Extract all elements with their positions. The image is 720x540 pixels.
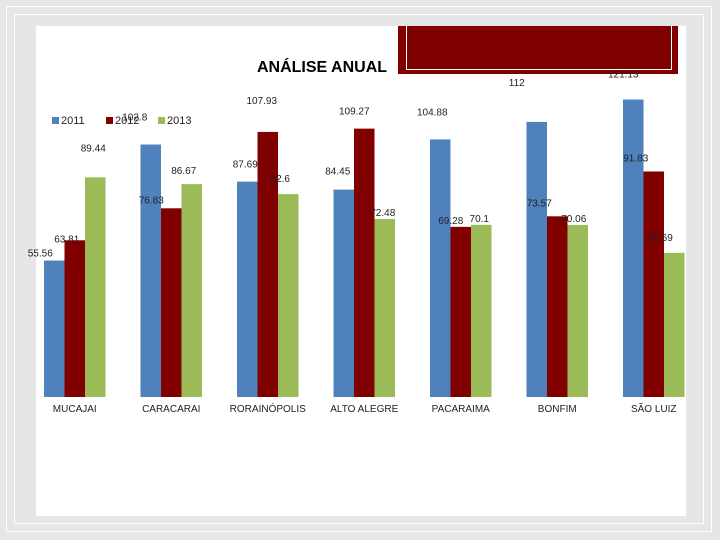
legend-label-2011: 2011	[61, 115, 85, 127]
category-label-1: CARACARAI	[142, 404, 200, 415]
bar-2013-0	[85, 177, 106, 397]
legend-label-2012: 2012	[115, 115, 139, 127]
value-label-2012-4: 69.28	[438, 216, 463, 227]
bar-2013-2	[278, 194, 299, 397]
bar-2011-3	[333, 189, 354, 397]
chart-title: ANÁLISE ANUAL	[257, 57, 387, 76]
legend-swatch-2011	[52, 117, 59, 124]
category-label-2: RORAINÓPOLIS	[230, 402, 306, 415]
value-label-2011-0: 55.56	[28, 249, 53, 260]
bar-2012-6	[643, 171, 664, 397]
legend-swatch-2013	[158, 117, 165, 124]
bar-2011-5	[526, 121, 547, 397]
legend: 2011 2012 2013	[52, 115, 191, 127]
value-label-2011-5: 112	[509, 78, 525, 89]
bar-2013-6	[664, 252, 685, 397]
title-accent-outline	[406, 26, 672, 70]
slide-frame-outer	[6, 6, 712, 532]
value-label-2013-4: 70.1	[470, 214, 490, 225]
value-label-2012-1: 76.83	[139, 195, 164, 206]
bar-2012-2	[257, 131, 278, 397]
bars	[44, 99, 685, 397]
value-label-2012-6: 91.83	[623, 153, 648, 164]
category-label-0: MUCAJAI	[53, 404, 97, 415]
bar-2011-4	[430, 139, 451, 397]
bar-2013-3	[374, 218, 395, 397]
value-label-2012-0: 63.81	[54, 234, 79, 245]
value-label-2013-1: 86.67	[171, 166, 196, 177]
category-labels: MUCAJAI CARACARAI RORAINÓPOLIS ALTO ALEGRE P…	[53, 402, 677, 415]
value-label-2013-3: 72.48	[370, 208, 395, 219]
title-accent-block	[398, 26, 678, 74]
category-label-5: BONFIM	[538, 404, 577, 415]
bar-2012-0	[64, 240, 85, 397]
bar-2011-0	[44, 260, 65, 397]
value-label-2013-2: 82.6	[271, 174, 291, 185]
value-label-2011-2: 87.69	[233, 160, 258, 171]
bar-2012-3	[354, 128, 375, 397]
bar-2011-1	[140, 144, 161, 397]
value-label-2013-5: 70.06	[561, 214, 586, 225]
value-label-2012-3: 109.27	[339, 107, 370, 118]
bar-2013-5	[567, 224, 588, 397]
bar-2012-5	[547, 216, 568, 397]
category-label-6: SÃO LUIZ	[631, 402, 677, 415]
bar-2011-2	[237, 181, 258, 397]
value-label-2012-5: 73.57	[527, 198, 552, 209]
bar-2013-1	[181, 184, 202, 397]
value-label-2011-1: 102.8	[122, 113, 147, 124]
value-label-2012-2: 107.93	[246, 96, 277, 107]
value-label-2011-4: 104.88	[417, 107, 448, 118]
bar-2013-4	[471, 224, 492, 397]
value-label-2011-3: 84.45	[325, 167, 350, 178]
bar-2012-1	[161, 208, 182, 397]
value-label-2011-6: 121.13	[608, 70, 639, 81]
value-label-2013-0: 89.44	[81, 143, 106, 154]
legend-label-2013: 2013	[167, 115, 191, 127]
slide-frame-inner	[14, 14, 704, 524]
category-label-3: ALTO ALEGRE	[330, 404, 398, 415]
category-label-4: PACARAIMA	[432, 404, 490, 415]
value-label-2013-6: 58.69	[648, 233, 673, 244]
bar-2012-4	[450, 226, 471, 397]
bar-2011-6	[623, 99, 644, 397]
legend-swatch-2012	[106, 117, 113, 124]
